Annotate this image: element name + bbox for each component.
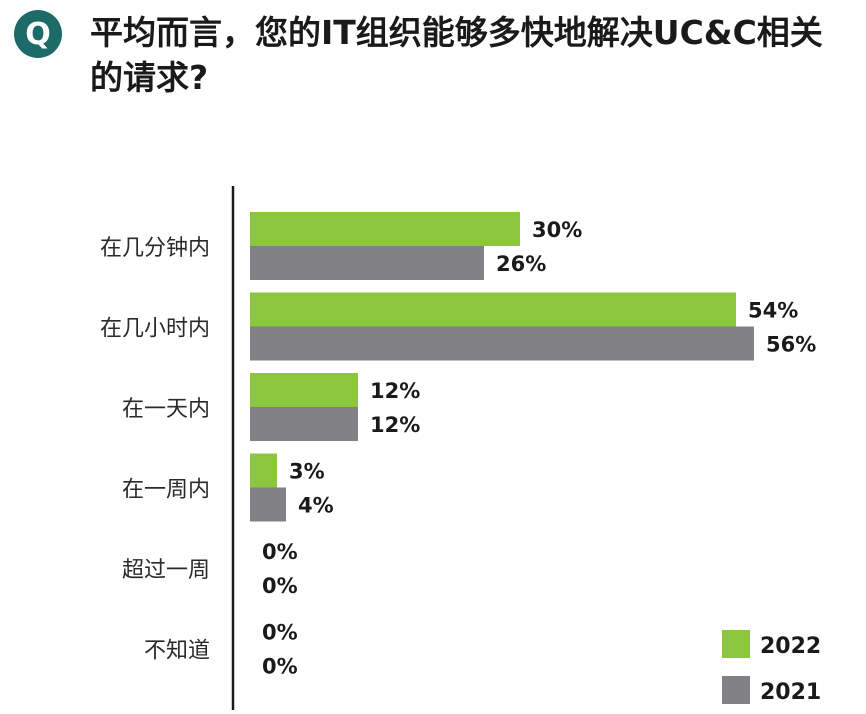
legend-label-2022: 2022 — [760, 634, 821, 659]
bar-2021 — [250, 407, 358, 441]
value-label-2022: 0% — [262, 621, 298, 645]
bar-2022 — [250, 212, 520, 246]
value-label-2021: 56% — [766, 333, 816, 357]
category-label: 超过一周 — [122, 558, 210, 583]
bar-2021 — [250, 487, 286, 522]
question-badge-letter: Q — [25, 16, 51, 52]
legend-swatch-2022 — [722, 630, 750, 658]
category-label: 在几分钟内 — [100, 236, 210, 261]
value-label-2021: 26% — [496, 252, 546, 276]
value-label-2021: 0% — [262, 574, 298, 598]
value-label-2021: 0% — [262, 655, 298, 679]
legend-label-2021: 2021 — [760, 680, 821, 705]
value-label-2021: 12% — [370, 413, 420, 437]
bar-2021 — [250, 246, 484, 280]
bar-2022 — [250, 292, 736, 327]
category-label: 在一天内 — [122, 397, 210, 422]
category-label: 在一周内 — [122, 478, 210, 503]
value-label-2022: 0% — [262, 540, 298, 564]
value-label-2022: 12% — [370, 379, 420, 403]
value-label-2021: 4% — [298, 494, 334, 518]
question-title: 平均而言，您的IT组织能够多快地解决UC&C相关的请求? — [90, 13, 823, 97]
bar-2022 — [250, 373, 358, 407]
question-badge: Q — [14, 10, 62, 58]
value-label-2022: 54% — [748, 299, 798, 323]
bar-2022 — [250, 453, 277, 488]
category-label: 不知道 — [144, 639, 210, 664]
legend-swatch-2021 — [722, 676, 750, 704]
category-label: 在几小时内 — [100, 317, 210, 342]
value-label-2022: 30% — [532, 218, 582, 242]
bar-2021 — [250, 326, 754, 361]
value-label-2022: 3% — [289, 460, 325, 484]
